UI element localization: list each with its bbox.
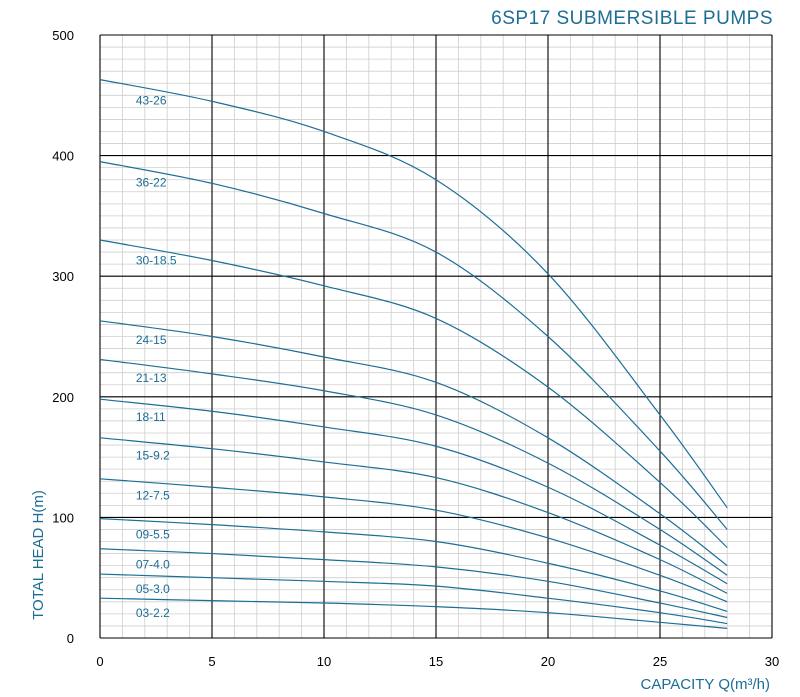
curve-label: 30-18.5 <box>136 254 177 268</box>
curve-label: 21-13 <box>136 371 167 385</box>
x-tick-label: 10 <box>317 654 331 669</box>
y-tick-label: 200 <box>52 390 74 405</box>
y-tick-label: 400 <box>52 149 74 164</box>
pump-curve-line <box>99 320 728 567</box>
curve-label: 12-7.5 <box>136 489 170 503</box>
curve-label: 15-9.2 <box>136 448 170 462</box>
pump-curve-line <box>99 398 728 585</box>
x-tick-label: 20 <box>541 654 555 669</box>
curve-label: 18-11 <box>136 410 166 424</box>
pump-curve-line <box>99 597 728 629</box>
pump-curve-line <box>99 478 728 603</box>
curve-label: 05-3.0 <box>136 582 170 596</box>
pump-curve-line <box>99 239 728 548</box>
pump-curve-line <box>99 548 728 619</box>
curve-label: 36-22 <box>136 176 167 190</box>
curve-label: 07-4.0 <box>136 557 170 571</box>
pump-curve-line <box>99 518 728 613</box>
curve-labels: 43-26 36-22 30-18.5 24-15 21-13 18-11 15-9.2 12… <box>136 94 177 620</box>
y-tick-label: 100 <box>52 510 74 525</box>
x-tick-label: 0 <box>96 654 103 669</box>
y-tick-label: 500 <box>52 28 74 43</box>
y-tick-label: 0 <box>67 631 74 646</box>
x-tick-label: 30 <box>765 654 779 669</box>
pump-curve-line <box>99 437 728 594</box>
pump-curve-line <box>99 573 728 625</box>
x-tick-label: 25 <box>653 654 667 669</box>
pump-curve-line <box>99 358 728 576</box>
x-axis-label: CAPACITY Q(m³/h) <box>641 676 770 693</box>
pump-curve-line <box>99 79 728 509</box>
curve-label: 03-2.2 <box>136 606 170 620</box>
pump-curve-line <box>99 161 728 530</box>
curve-label: 24-15 <box>136 333 167 347</box>
pump-curves <box>99 79 728 629</box>
curve-label: 43-26 <box>136 94 167 108</box>
chart-title: 6SP17 SUBMERSIBLE PUMPS <box>491 8 773 29</box>
x-tick-label: 15 <box>429 654 443 669</box>
curve-label: 09-5.5 <box>136 528 170 542</box>
x-tick-label: 5 <box>208 654 215 669</box>
y-axis-label: TOTAL HEAD H(m) <box>30 490 47 620</box>
y-tick-label: 300 <box>52 269 74 284</box>
